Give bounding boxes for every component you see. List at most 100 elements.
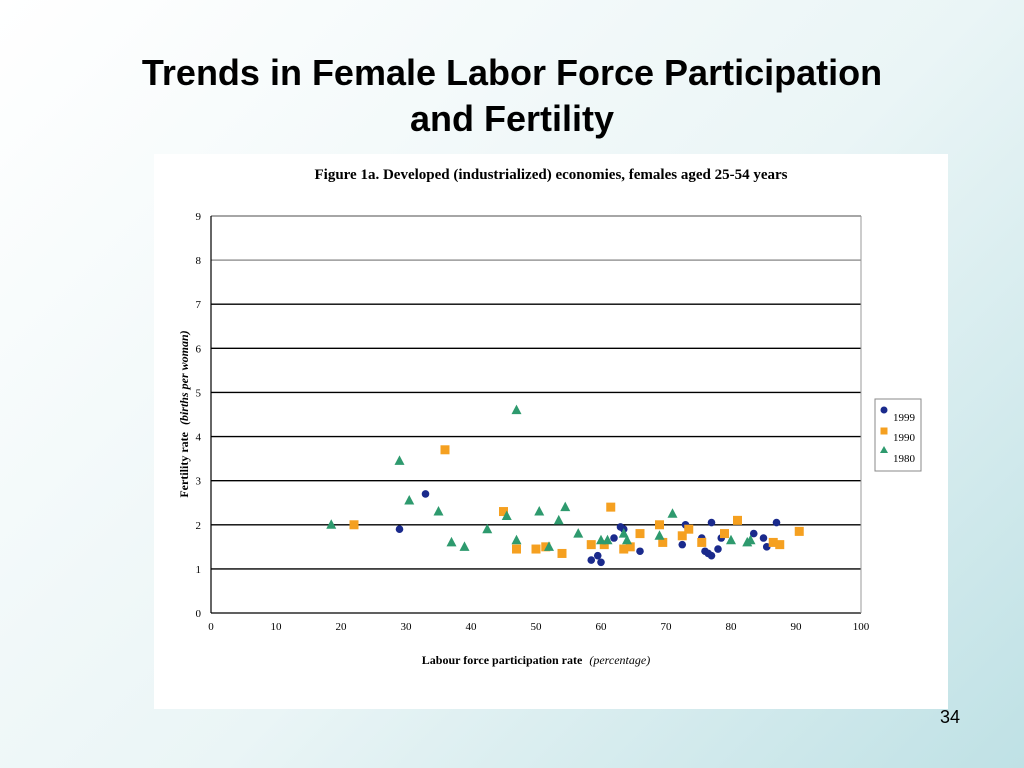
data-point-1999 (395, 525, 404, 533)
data-point-1999 (762, 543, 771, 551)
data-point-1990 (677, 531, 687, 541)
legend-marker-1990 (880, 427, 888, 435)
x-tick-label: 90 (791, 621, 803, 633)
x-axis-title: Labour force participation rate (422, 653, 583, 667)
x-axis-unit: (percentage) (589, 653, 650, 667)
data-point-1990 (606, 502, 616, 512)
data-point-1999 (714, 545, 722, 553)
data-point-1999 (636, 547, 644, 556)
slide-title-line-2: and Fertility (409, 98, 615, 139)
data-point-1999 (421, 490, 430, 498)
y-axis-title: Fertility rate (177, 431, 191, 497)
y-tick-label: 6 (196, 343, 202, 355)
x-tick-label: 100 (853, 621, 870, 633)
data-point-1980 (394, 455, 405, 465)
data-point-1999 (678, 540, 687, 549)
data-point-1999 (707, 518, 716, 527)
data-point-1980 (459, 541, 470, 551)
legend-marker-1980 (880, 446, 888, 453)
x-tick-label: 80 (726, 621, 738, 633)
chart-title: Figure 1a. Developed (industrialized) ec… (315, 167, 788, 183)
data-point-1999 (707, 551, 716, 560)
slide-title: Trends in Female Labor Force Participati… (40, 50, 984, 142)
data-point-1990 (655, 520, 664, 530)
data-point-1990 (684, 524, 694, 534)
data-point-1999 (597, 558, 605, 567)
data-point-1980 (534, 506, 545, 516)
svg-text:Fertility rate (births: Fertility rate (births per woman) (177, 330, 191, 497)
y-tick-label: 0 (196, 608, 202, 620)
data-point-1980 (511, 404, 522, 415)
y-tick-label: 2 (196, 520, 202, 532)
data-point-1990 (625, 542, 635, 552)
data-point-1980 (404, 495, 415, 505)
data-point-1990 (658, 537, 668, 547)
data-point-1980 (482, 523, 493, 534)
y-axis-unit: (births per woman) (177, 330, 191, 425)
data-point-1990 (635, 529, 645, 539)
data-point-1990 (619, 544, 629, 554)
data-points (326, 404, 804, 567)
data-point-1990 (733, 515, 742, 525)
data-point-1990 (531, 544, 541, 554)
data-point-1980 (501, 510, 512, 520)
data-point-1999 (759, 534, 768, 542)
x-axis-label: Labour force participation rate (percent… (422, 653, 650, 667)
x-tick-label: 30 (401, 621, 413, 633)
data-point-1999 (772, 518, 781, 527)
y-axis-label: Fertility rate (births per woman) (177, 330, 191, 497)
x-tick-label: 40 (466, 621, 478, 633)
page-number: 34 (939, 707, 961, 727)
scatter-chart: Figure 1a. Developed (industrialized) ec… (177, 167, 922, 667)
y-tick-label: 1 (196, 564, 202, 576)
data-point-1999 (610, 534, 618, 542)
data-point-1990 (720, 529, 729, 539)
legend-marker-1999 (880, 406, 888, 414)
x-tick-labels: 0 10 20 30 40 50 60 70 80 90 100 (208, 621, 870, 633)
data-point-1999 (749, 529, 758, 538)
figure-panel: Figure 1a. Developed (industrialized) ec… (154, 154, 948, 709)
data-point-1980 (667, 508, 678, 518)
data-point-1990 (512, 544, 521, 554)
data-point-1999 (587, 556, 596, 564)
data-point-1990 (349, 520, 359, 530)
data-point-1999 (593, 551, 602, 560)
data-point-1990 (794, 526, 804, 536)
slide-title-line-1: Trends in Female Labor Force Participati… (141, 52, 883, 93)
data-point-1990 (557, 548, 567, 558)
data-point-1980 (602, 534, 613, 545)
data-point-1980 (573, 528, 584, 538)
data-point-1990 (697, 537, 707, 547)
data-point-1980 (654, 530, 665, 540)
y-tick-label: 8 (196, 255, 202, 267)
data-point-1980 (511, 534, 522, 545)
data-point-1990 (440, 445, 450, 455)
y-tick-label: 9 (196, 211, 202, 223)
data-point-1980 (745, 534, 756, 545)
y-tick-label: 3 (196, 476, 202, 488)
x-tick-label: 50 (531, 621, 543, 633)
x-tick-label: 20 (336, 621, 348, 633)
data-point-1990 (541, 542, 551, 552)
y-tick-labels: 0 1 2 3 4 5 6 7 8 9 (196, 211, 202, 620)
x-tick-label: 60 (596, 621, 608, 633)
data-point-1980 (544, 541, 554, 551)
data-point-1980 (560, 501, 571, 512)
data-point-1980 (326, 519, 337, 529)
legend-label-1990: 1990 (893, 432, 916, 444)
y-tick-label: 5 (196, 387, 202, 399)
data-point-1980 (446, 536, 457, 547)
legend: 1999 1990 1980 (874, 398, 922, 472)
data-point-1990 (586, 540, 596, 550)
data-point-1980 (553, 514, 564, 525)
data-point-1980 (433, 506, 444, 516)
data-point-1990 (599, 540, 609, 550)
data-point-1990 (775, 540, 785, 550)
legend-label-1999: 1999 (893, 412, 916, 424)
y-tick-label: 7 (196, 299, 202, 311)
data-point-1980 (622, 534, 632, 545)
legend-label-1980: 1980 (893, 453, 916, 465)
x-tick-label: 0 (208, 621, 214, 633)
y-tick-label: 4 (196, 432, 202, 444)
data-point-1980 (618, 528, 629, 538)
